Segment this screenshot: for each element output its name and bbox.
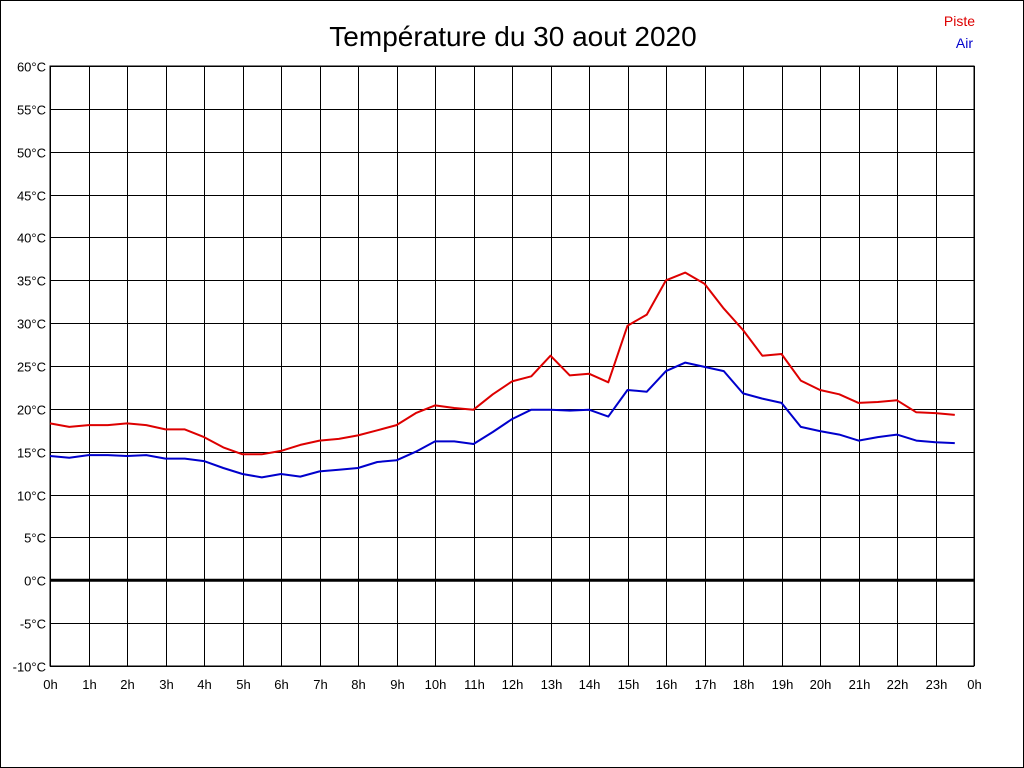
y-axis-ticks: 60°C 55°C 50°C 45°C 40°C 35°C 30°C 25°C 20°C 15°C…: [13, 60, 46, 675]
x-tick-label: 18h: [733, 677, 755, 692]
x-tick-label: 10h: [425, 677, 447, 692]
x-tick-label: 16h: [656, 677, 678, 692]
y-tick-label: 40°C: [17, 231, 46, 246]
y-tick-label: 25°C: [17, 360, 46, 375]
x-tick-label: 5h: [236, 677, 250, 692]
x-tick-label: 17h: [695, 677, 717, 692]
series-lines: [49, 271, 955, 479]
y-tick-label: 35°C: [17, 274, 46, 289]
y-tick-label: -10°C: [13, 660, 46, 675]
x-tick-label: 19h: [772, 677, 794, 692]
y-tick-label: 10°C: [17, 489, 46, 504]
x-tick-label: 22h: [887, 677, 909, 692]
x-tick-label: 6h: [274, 677, 288, 692]
y-tick-label: 60°C: [17, 60, 46, 75]
x-tick-label: 13h: [541, 677, 563, 692]
x-tick-label: 21h: [849, 677, 871, 692]
legend-air: Air: [956, 35, 973, 51]
x-tick-label: 20h: [810, 677, 832, 692]
x-tick-label: 12h: [502, 677, 524, 692]
y-tick-label: 30°C: [17, 317, 46, 332]
x-axis-ticks: 0h 1h 2h 3h 4h 5h 6h 7h 8h 9h 10h 11h 12h 13h 14h 15h 16…: [43, 677, 981, 692]
y-tick-label: 20°C: [17, 403, 46, 418]
x-tick-label: 0h: [43, 677, 57, 692]
x-tick-label: 2h: [120, 677, 134, 692]
x-tick-label: 3h: [159, 677, 173, 692]
x-tick-label: 14h: [579, 677, 601, 692]
x-tick-label: 4h: [197, 677, 211, 692]
y-tick-label: 0°C: [24, 574, 46, 589]
y-tick-label: 55°C: [17, 103, 46, 118]
x-tick-label: 1h: [82, 677, 96, 692]
y-tick-label: 50°C: [17, 146, 46, 161]
series-line-air: [49, 361, 955, 479]
x-tick-label: 11h: [464, 677, 485, 692]
legend-piste: Piste: [944, 13, 975, 29]
x-tick-label: 23h: [926, 677, 948, 692]
series-line-piste: [49, 271, 955, 456]
x-tick-label: 8h: [351, 677, 365, 692]
x-tick-label: 15h: [618, 677, 640, 692]
y-tick-label: -5°C: [20, 617, 46, 632]
y-tick-label: 15°C: [17, 446, 46, 461]
x-tick-label: 9h: [390, 677, 404, 692]
y-tick-label: 5°C: [24, 531, 46, 546]
x-tick-label: 0h: [967, 677, 981, 692]
grid: [49, 65, 975, 667]
y-tick-label: 45°C: [17, 189, 46, 204]
x-tick-label: 7h: [313, 677, 327, 692]
chart-title: Température du 30 aout 2020: [329, 21, 696, 52]
